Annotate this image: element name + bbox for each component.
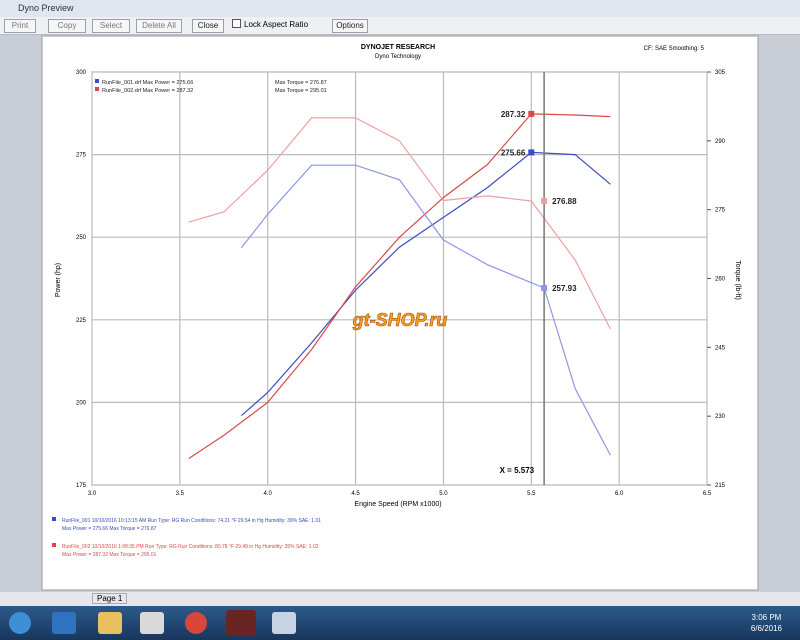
series-line [188, 113, 611, 460]
taskbar-icons [9, 610, 296, 636]
clock: 3:06 PM 6/6/2016 [751, 612, 782, 634]
legend-text: RunFile_001.drf Max Power = 275.66 [102, 80, 193, 86]
chrome-icon[interactable] [185, 612, 207, 634]
x-tick-label: 4.5 [351, 491, 360, 497]
y2-tick-label: 245 [715, 345, 726, 351]
y-axis-title: Power (hp) [55, 263, 62, 297]
watermark: gt-SHOP.ru [352, 310, 448, 330]
series-line [241, 151, 611, 417]
x-tick-label: 5.0 [439, 491, 448, 497]
lock-aspect-checkbox[interactable]: Lock Aspect Ratio [232, 19, 308, 31]
x-tick-label: 6.5 [703, 491, 712, 497]
report-line: RunFile_002 10/10/2016 1:08:35 PM Run Ty… [62, 544, 319, 550]
plot-area [91, 71, 708, 486]
delete-button[interactable]: Delete All [136, 19, 182, 33]
dyno-icon[interactable] [226, 610, 256, 636]
legend-swatch [95, 87, 99, 91]
y-tick-label: 200 [76, 400, 87, 406]
start-button[interactable] [9, 612, 31, 634]
y2-tick-label: 275 [715, 208, 726, 214]
toolbar: Print Copy Select Delete All Close Lock … [0, 17, 800, 35]
x-tick-label: 4.0 [264, 491, 273, 497]
chart-title: DYNOJET RESEARCH [361, 44, 435, 51]
print-button[interactable]: Print [4, 19, 36, 33]
y2-tick-label: 290 [715, 139, 726, 145]
legend-text: Max Torque = 295.01 [275, 88, 327, 94]
clock-time: 3:06 PM [751, 613, 782, 622]
app-icon[interactable] [272, 612, 296, 634]
page-indicator[interactable]: Page 1 [92, 593, 128, 604]
readout-label: 257.93 [552, 284, 577, 293]
readout-label: 276.88 [552, 197, 577, 206]
y-tick-label: 250 [76, 235, 87, 241]
close-button[interactable]: Close [192, 19, 224, 33]
legend-text: RunFile_002.drf Max Power = 287.32 [102, 88, 193, 94]
readout-marker [528, 149, 535, 156]
taskbar: 3:06 PM 6/6/2016 [0, 606, 800, 640]
corner-text: CF: SAE Smoothing: 5 [644, 46, 705, 52]
explorer-icon[interactable] [98, 612, 122, 634]
title-bar: Dyno Preview [0, 0, 800, 17]
y-tick-label: 175 [76, 483, 87, 489]
x-tick-label: 3.0 [88, 491, 97, 497]
y-tick-label: 225 [76, 318, 87, 324]
report-swatch [52, 543, 56, 547]
readout-label: 275.66 [501, 148, 526, 157]
legend-text: Max Torque = 276.87 [275, 80, 327, 86]
x-tick-label: 3.5 [176, 491, 185, 497]
report-line: RunFile_001 10/10/2016 10:13:15 AM Run T… [62, 518, 321, 524]
readout-marker [528, 110, 535, 117]
ie-icon[interactable] [52, 612, 76, 634]
window-title: Dyno Preview [18, 3, 74, 13]
media-icon[interactable] [140, 612, 164, 634]
cursor-label: X = 5.573 [500, 466, 535, 475]
report-line: Max Power = 275.66 Max Torque = 276.87 [62, 526, 157, 532]
checkbox-label: Lock Aspect Ratio [244, 20, 309, 29]
x-tick-label: 5.5 [527, 491, 536, 497]
readout-marker [541, 198, 548, 205]
report-line: Max Power = 287.32 Max Torque = 295.01 [62, 552, 157, 558]
clock-date: 6/6/2016 [750, 624, 782, 633]
x-axis-title: Engine Speed (RPM x1000) [354, 501, 441, 508]
legend-swatch [95, 79, 99, 83]
y2-tick-label: 215 [715, 483, 726, 489]
y-tick-label: 300 [76, 70, 87, 76]
options-button[interactable]: Options [332, 19, 368, 33]
select-button[interactable]: Select [92, 19, 130, 33]
readout-marker [541, 284, 548, 291]
y2-axis-title: Torque (lb-ft) [734, 260, 741, 300]
y2-tick-label: 230 [715, 414, 726, 420]
x-tick-label: 6.0 [615, 491, 624, 497]
report-swatch [52, 517, 56, 521]
y2-tick-label: 260 [715, 277, 726, 283]
readout-label: 287.32 [501, 110, 526, 119]
chart-subtitle: Dyno Technology [375, 54, 421, 60]
series-line [188, 117, 611, 330]
y-tick-label: 275 [76, 153, 87, 159]
copy-button[interactable]: Copy [48, 19, 86, 33]
series-line [240, 164, 611, 456]
status-bar: Page 1 [0, 592, 800, 606]
y2-tick-label: 305 [715, 70, 726, 76]
